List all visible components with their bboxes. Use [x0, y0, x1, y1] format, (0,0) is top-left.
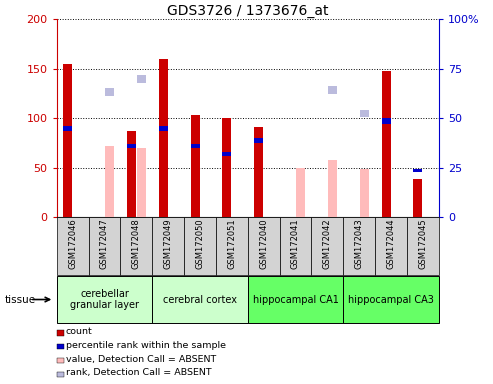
Bar: [254, 127, 263, 217]
Text: GSM172047: GSM172047: [100, 219, 109, 270]
Bar: [247, 217, 280, 275]
Text: GSM172046: GSM172046: [68, 219, 77, 270]
Bar: [105, 146, 114, 217]
Text: cerebral cortex: cerebral cortex: [163, 295, 237, 305]
Bar: [280, 217, 312, 275]
Text: GSM172045: GSM172045: [419, 219, 427, 269]
Bar: [159, 59, 168, 217]
Text: GSM172040: GSM172040: [259, 219, 268, 269]
Title: GDS3726 / 1373676_at: GDS3726 / 1373676_at: [167, 4, 328, 18]
Text: rank, Detection Call = ABSENT: rank, Detection Call = ABSENT: [66, 368, 211, 377]
Bar: [184, 217, 216, 275]
Text: hippocampal CA1: hippocampal CA1: [252, 295, 338, 305]
Text: hippocampal CA3: hippocampal CA3: [348, 295, 434, 305]
Bar: [328, 160, 337, 217]
Bar: [328, 86, 337, 94]
Bar: [63, 126, 72, 131]
Bar: [159, 126, 168, 131]
Text: count: count: [66, 327, 92, 336]
Text: GSM172051: GSM172051: [227, 219, 236, 269]
Bar: [343, 276, 439, 323]
Bar: [343, 217, 375, 275]
Text: cerebellar
granular layer: cerebellar granular layer: [70, 289, 139, 310]
Text: GSM172043: GSM172043: [354, 219, 364, 270]
Bar: [222, 118, 231, 217]
Text: percentile rank within the sample: percentile rank within the sample: [66, 341, 226, 350]
Bar: [120, 217, 152, 275]
Text: GSM172042: GSM172042: [323, 219, 332, 269]
Bar: [57, 217, 89, 275]
Text: GSM172048: GSM172048: [132, 219, 141, 270]
Bar: [312, 217, 343, 275]
Bar: [359, 110, 369, 117]
Text: GSM172041: GSM172041: [291, 219, 300, 269]
Text: tissue: tissue: [5, 295, 36, 305]
Text: value, Detection Call = ABSENT: value, Detection Call = ABSENT: [66, 354, 216, 364]
Bar: [296, 167, 305, 217]
Bar: [137, 148, 145, 217]
Bar: [216, 217, 247, 275]
Text: GSM172044: GSM172044: [387, 219, 395, 269]
Bar: [137, 74, 145, 83]
Bar: [105, 88, 114, 96]
Bar: [414, 169, 423, 172]
Bar: [254, 138, 263, 142]
Bar: [247, 276, 343, 323]
Bar: [359, 169, 369, 217]
Bar: [152, 217, 184, 275]
Bar: [191, 144, 200, 148]
Bar: [127, 131, 136, 217]
Bar: [63, 64, 72, 217]
Bar: [127, 144, 136, 148]
Text: GSM172050: GSM172050: [195, 219, 205, 269]
Bar: [191, 115, 200, 217]
Bar: [57, 276, 152, 323]
Bar: [382, 118, 390, 124]
Bar: [222, 152, 231, 156]
Bar: [375, 217, 407, 275]
Bar: [407, 217, 439, 275]
Bar: [152, 276, 247, 323]
Bar: [414, 179, 423, 217]
Bar: [382, 71, 390, 217]
Bar: [89, 217, 120, 275]
Text: GSM172049: GSM172049: [164, 219, 173, 269]
